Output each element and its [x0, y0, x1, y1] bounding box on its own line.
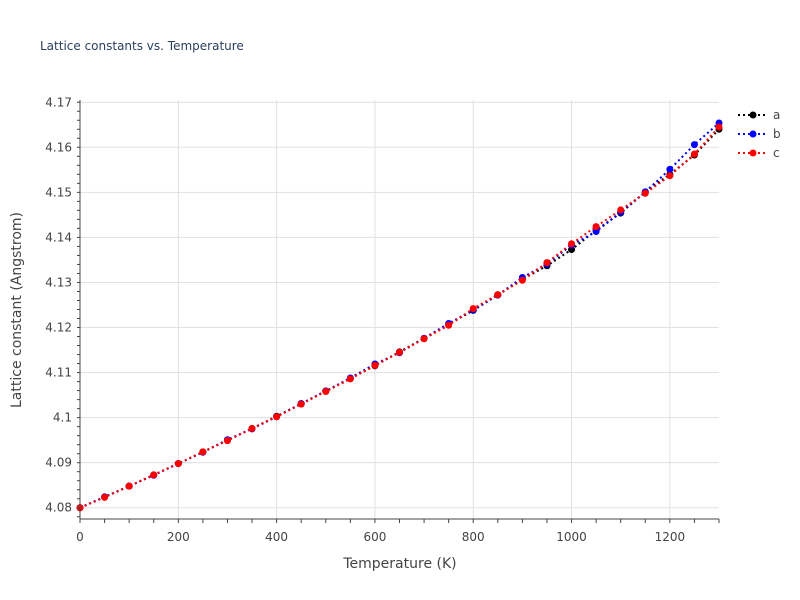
series-line-c [79, 126, 720, 509]
series-group [76, 119, 723, 512]
data-point-c [420, 335, 428, 343]
legend-item-a[interactable]: a [738, 108, 780, 122]
data-point-c [371, 361, 379, 369]
data-point-c [715, 123, 723, 131]
y-tick-label: 4.13 [45, 275, 72, 289]
series-line-a [79, 128, 720, 509]
y-axis-title: Lattice constant (Angstrom) [9, 212, 25, 408]
data-point-c [592, 223, 600, 231]
data-point-c [641, 189, 649, 197]
data-point-c [125, 482, 133, 490]
data-point-b [690, 141, 698, 149]
x-gridlines [177, 100, 671, 519]
x-tick-label: 0 [76, 530, 84, 544]
x-tick-label: 800 [462, 530, 485, 544]
x-axis-title: Temperature (K) [342, 556, 456, 572]
data-point-c [346, 375, 354, 383]
series-line-b [79, 122, 720, 509]
x-tick-label: 1200 [655, 530, 686, 544]
data-point-c [174, 460, 182, 468]
y-tick-label: 4.1 [53, 411, 72, 425]
legend-item-b[interactable]: b [738, 127, 781, 141]
data-point-c [273, 413, 281, 421]
y-tick-label: 4.15 [45, 185, 72, 199]
y-tick-label: 4.09 [45, 456, 72, 470]
x-tick-label: 200 [167, 530, 190, 544]
data-point-c [248, 424, 256, 432]
chart-title: Lattice constants vs. Temperature [40, 39, 244, 53]
data-point-c [690, 150, 698, 158]
data-point-c [617, 206, 625, 214]
data-point-c [494, 291, 502, 299]
legend-label: a [773, 108, 780, 122]
data-point-c [518, 276, 526, 284]
legend-label: b [773, 127, 781, 141]
data-point-c [150, 471, 158, 479]
legend-label: c [773, 146, 780, 160]
series-c [76, 123, 723, 512]
data-point-b [666, 165, 674, 173]
y-gridlines [80, 101, 719, 509]
data-point-c [322, 388, 330, 395]
data-point-c [568, 240, 576, 248]
legend[interactable]: abc [738, 108, 781, 160]
data-point-c [666, 172, 674, 180]
series-a [76, 125, 723, 512]
legend-item-c[interactable]: c [738, 146, 780, 160]
data-point-c [396, 348, 403, 356]
x-tick-label: 400 [265, 530, 288, 544]
y-tick-label: 4.14 [45, 230, 72, 244]
data-point-c [297, 400, 305, 408]
y-tick-label: 4.16 [45, 140, 72, 154]
y-tick-label: 4.11 [45, 366, 72, 380]
y-tick-label: 4.17 [45, 95, 72, 109]
legend-swatch-marker [749, 149, 757, 157]
data-point-b [592, 228, 600, 236]
data-point-c [445, 321, 453, 329]
y-tick-label: 4.12 [45, 321, 72, 335]
legend-swatch-marker [749, 130, 757, 138]
y-tick-label: 4.08 [45, 501, 72, 515]
x-tick-label: 1000 [556, 530, 587, 544]
data-point-c [469, 305, 477, 313]
x-tick-label: 600 [363, 530, 386, 544]
data-point-c [223, 437, 231, 445]
data-point-c [101, 493, 109, 501]
data-point-c [199, 448, 207, 456]
axes [77, 100, 720, 523]
legend-swatch-marker [749, 111, 757, 119]
x-axis-ticks: 0 200 400 600 800 1000 1200 [76, 530, 685, 544]
series-b [76, 119, 723, 512]
y-axis-ticks: 4.08 4.09 4.1 4.11 4.12 4.13 4.14 4.15 4.16 4.17 [45, 95, 72, 514]
data-point-c [543, 259, 551, 267]
